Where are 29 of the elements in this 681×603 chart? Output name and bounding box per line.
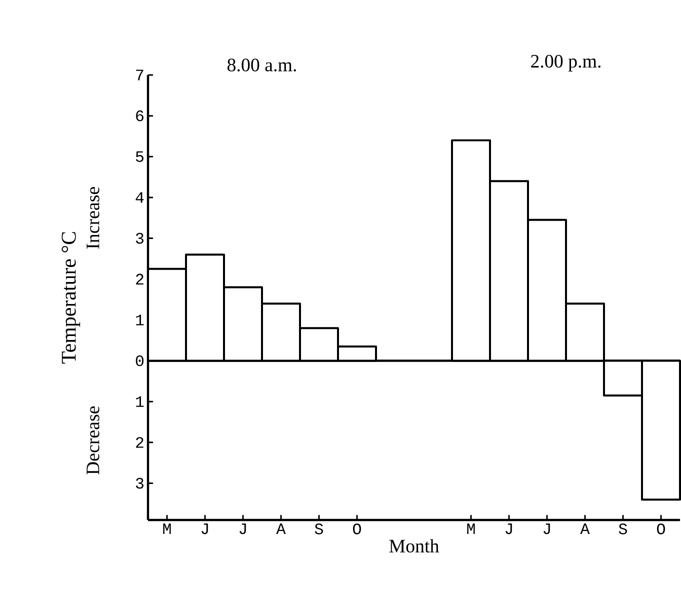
x-tick-label: M	[163, 524, 171, 534]
x-tick-label: A	[580, 524, 590, 534]
x-tick-label: J	[544, 524, 550, 534]
text: Increase	[86, 187, 100, 249]
x-tick-label: S	[314, 524, 323, 534]
y-tick-label: 1	[136, 396, 144, 407]
y-tick-label: 3	[136, 478, 144, 489]
x-tick-label: O	[353, 524, 361, 534]
x-tick-label: J	[506, 524, 512, 534]
y-tick-label: 2	[136, 437, 144, 448]
x-tick-label: J	[240, 524, 246, 534]
y-tick-label: 3	[136, 232, 144, 244]
y-tick-label: 0	[136, 355, 144, 366]
x-tick-label: M	[467, 524, 475, 534]
text: 2.00 p.m.	[531, 54, 600, 72]
y-tick-label: 4	[136, 192, 144, 203]
x-tick-label: S	[618, 524, 628, 534]
y-tick-label: 1	[136, 314, 144, 326]
y-axis-title: Temperature °C	[62, 232, 80, 364]
x-tick-label: O	[657, 524, 665, 534]
x-tick-label: J	[202, 524, 208, 534]
y-tick-label: 2	[136, 274, 144, 284]
y-tick-label: 5	[136, 151, 144, 162]
text: 8.00 a.m.	[227, 58, 296, 72]
y-tick-label: 6	[136, 110, 144, 122]
x-tick-label: A	[276, 524, 286, 534]
x-axis-title: Month	[389, 539, 439, 553]
y-tick-label: 7	[136, 70, 144, 80]
text: Decrease	[86, 406, 100, 475]
